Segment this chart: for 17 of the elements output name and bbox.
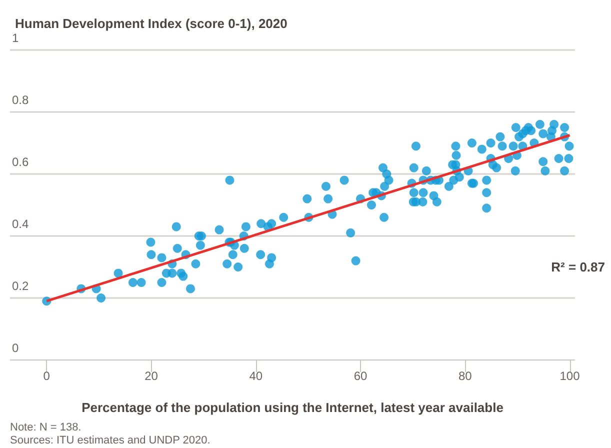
x-axis-title: Percentage of the population using the Internet, latest year available [82, 400, 504, 415]
y-tick-label: 0.2 [12, 279, 30, 293]
x-tick-label: 100 [560, 369, 580, 383]
y-tick-label: 0.4 [12, 217, 30, 231]
annotation: R² = 0.87 [551, 260, 605, 274]
text: Note: N = 138. [10, 422, 82, 434]
x-tick-label: 60 [354, 369, 368, 383]
x-tick-label: 80 [458, 369, 472, 383]
source-note: Sources: ITU estimates and UNDP 2020. [10, 434, 210, 446]
x-tick-label: 40 [249, 369, 263, 383]
y-tick-label: 0.8 [12, 93, 30, 107]
x-tick-label: 0 [43, 369, 50, 383]
y-tick-label: 0.6 [12, 155, 30, 169]
y-tick-label: 1 [12, 31, 19, 45]
y-tick-label: 0 [12, 341, 19, 355]
chart-title: Human Development Index (score 0-1), 2020 [15, 16, 288, 31]
x-tick-label: 20 [144, 369, 158, 383]
